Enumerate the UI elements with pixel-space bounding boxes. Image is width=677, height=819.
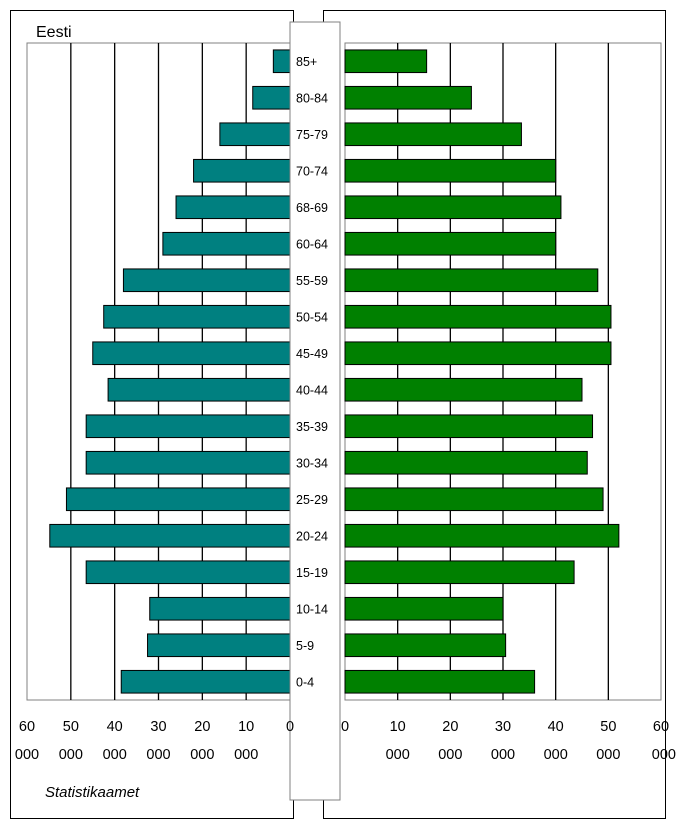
left-tick-label: 000 [103, 747, 127, 763]
category-label: 85+ [296, 55, 317, 69]
right-bar-40-44 [344, 377, 583, 402]
left-bar-75-79 [219, 122, 291, 147]
left-bar-40-44 [107, 377, 291, 402]
right-bar-75-79 [344, 122, 522, 147]
left-tick-label: 20 [194, 719, 210, 735]
left-bar-85+ [272, 49, 291, 74]
category-label: 60-64 [296, 237, 328, 251]
category-label: 55-59 [296, 274, 328, 288]
category-labels: 0-4 5-9 10-14 15-19 20-24 25-29 30-34 35-39 40-4… [296, 55, 328, 690]
right-tick-label: 000 [491, 747, 515, 763]
right-bar-0-4 [344, 669, 536, 694]
left-bar-10-14 [149, 596, 291, 621]
right-tick-label: 30 [495, 719, 511, 735]
right-bar-25-29 [344, 487, 604, 512]
category-label: 25-29 [296, 493, 328, 507]
right-bar-20-24 [344, 523, 620, 548]
right-tick-label: 000 [438, 747, 462, 763]
right-axis-ticks: 0 10 000 20 000 30 000 40 000 50 000 60 000 [341, 719, 676, 763]
category-label: 68-69 [296, 201, 328, 215]
category-label: 10-14 [296, 602, 328, 616]
category-label: 0-4 [296, 675, 314, 689]
left-tick-label: 10 [238, 719, 254, 735]
right-bar-30-34 [344, 450, 588, 475]
right-bar-70-74 [344, 158, 557, 183]
left-bar-5-9 [147, 633, 291, 658]
right-bar-60-64 [344, 231, 557, 256]
right-bar-50-54 [344, 304, 612, 329]
right-tick-label: 40 [548, 719, 564, 735]
left-tick-label: 000 [234, 747, 258, 763]
left-gridlines [70, 43, 247, 700]
left-bar-45-49 [92, 341, 291, 366]
right-tick-label: 000 [596, 747, 620, 763]
left-tick-label: 000 [15, 747, 39, 763]
category-label: 75-79 [296, 128, 328, 142]
left-bar-35-39 [85, 414, 291, 439]
left-series-bars [49, 49, 291, 694]
right-bar-55-59 [344, 268, 599, 293]
left-bar-50-54 [103, 304, 291, 329]
left-bar-55-59 [122, 268, 291, 293]
right-bar-80-84 [344, 85, 472, 110]
category-label: 20-24 [296, 529, 328, 543]
category-label: 45-49 [296, 347, 328, 361]
right-series-bars [344, 49, 620, 694]
right-tick-label: 000 [544, 747, 568, 763]
category-label: 70-74 [296, 164, 328, 178]
right-bar-35-39 [344, 414, 594, 439]
category-label: 50-54 [296, 310, 328, 324]
left-tick-label: 30 [150, 719, 166, 735]
source-label: Statistikaamet [45, 784, 140, 801]
right-gridlines [397, 43, 609, 700]
left-bar-20-24 [49, 523, 291, 548]
category-label: 40-44 [296, 383, 328, 397]
category-label-panel [289, 21, 341, 801]
right-bar-15-19 [344, 560, 575, 585]
left-bar-30-34 [85, 450, 291, 475]
right-bar-45-49 [344, 341, 612, 366]
left-bar-68-69 [175, 195, 291, 220]
right-tick-label: 000 [652, 747, 676, 763]
left-tick-label: 50 [63, 719, 79, 735]
chart-title: Eesti [36, 24, 72, 41]
left-tick-label: 40 [107, 719, 123, 735]
right-tick-label: 20 [442, 719, 458, 735]
left-tick-label: 60 [19, 719, 35, 735]
left-tick-label: 000 [59, 747, 83, 763]
category-label: 30-34 [296, 456, 328, 470]
right-bar-85+ [344, 49, 428, 74]
category-label: 35-39 [296, 420, 328, 434]
right-bar-5-9 [344, 633, 507, 658]
left-tick-label: 000 [146, 747, 170, 763]
left-bar-15-19 [85, 560, 291, 585]
left-tick-label: 000 [190, 747, 214, 763]
category-label: 80-84 [296, 91, 328, 105]
category-label: 5-9 [296, 639, 314, 653]
left-bar-25-29 [65, 487, 291, 512]
left-bar-0-4 [120, 669, 291, 694]
right-tick-label: 10 [390, 719, 406, 735]
left-tick-label: 0 [286, 719, 294, 735]
right-tick-label: 60 [653, 719, 669, 735]
right-tick-label: 50 [600, 719, 616, 735]
right-tick-label: 000 [386, 747, 410, 763]
left-bar-60-64 [162, 231, 291, 256]
category-label: 15-19 [296, 566, 328, 580]
left-bar-80-84 [252, 85, 291, 110]
right-bar-68-69 [344, 195, 562, 220]
right-tick-label: 0 [341, 719, 349, 735]
right-bar-10-14 [344, 596, 504, 621]
left-bar-70-74 [193, 158, 291, 183]
